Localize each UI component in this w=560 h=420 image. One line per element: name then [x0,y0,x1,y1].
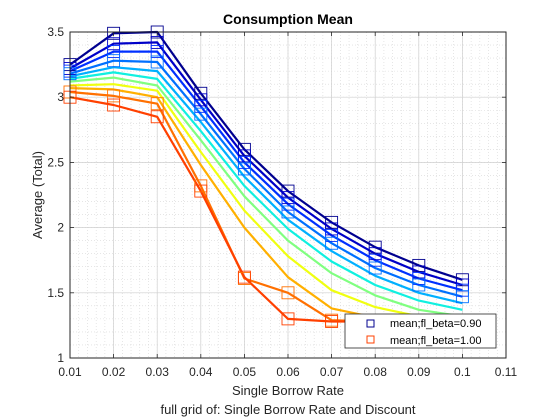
series-line-4 [69,59,463,298]
series-marker-3 [325,228,339,242]
series-marker-3 [412,272,426,285]
series-marker-4 [281,205,295,219]
y-tick-labels: 1 1.5 2 2.5 3 3.5 [47,25,64,365]
series-line-5 [69,66,463,305]
legend-marker-2 [366,335,375,344]
series-marker-3 [237,155,251,169]
series-line-7 [69,76,463,318]
series-marker-2 [237,149,251,163]
series-marker-1 [194,86,208,100]
series-line-2 [69,41,463,287]
y-tick-label: 2 [57,221,64,235]
series-marker-4 [325,236,339,250]
series-marker-4 [237,162,251,176]
series-marker-10 [281,286,295,300]
series-marker-3 [150,45,164,59]
series-marker-11 [281,312,295,326]
series-marker-2 [412,265,426,279]
series-marker-11 [194,184,208,198]
x-tick-label: 0.09 [407,365,431,379]
series-marker-11 [237,270,251,284]
x-tick-label: 0.05 [233,365,257,379]
y-tick-label: 1 [57,351,64,365]
series-line-6 [69,71,463,311]
x-axis-label: Single Borrow Rate [232,383,344,398]
series-marker-2 [281,191,295,205]
x-tick-label: 0.08 [364,365,388,379]
y-tick-label: 2.5 [47,155,64,169]
x-tick-label: 0.04 [189,365,213,379]
series-marker-4 [412,278,426,292]
chart-title: Consumption Mean [223,11,353,27]
y-tick-label: 3 [57,90,64,104]
series-marker-11 [325,315,339,328]
x-tick-label: 0.11 [495,365,518,379]
series-marker-1 [412,258,426,272]
legend: mean;fl_beta=0.90 mean;fl_beta=1.00 [344,313,497,349]
series-marker-2 [150,35,164,49]
x-tick-label: 0.03 [146,365,170,379]
series-marker-3 [194,99,208,113]
series-marker-4 [150,55,164,69]
x-tick-label: 0.07 [320,365,344,379]
series-marker-2 [325,222,339,236]
x-tick-label: 0.06 [276,365,300,379]
x-tick-label: 0.02 [102,365,126,379]
ticks [69,31,507,359]
series-line-8 [69,83,463,322]
series-marker-10 [150,97,164,111]
y-tick-label: 1.5 [47,286,64,300]
series-marker-11 [150,110,164,124]
legend-marker-1 [366,319,375,328]
series-marker-1 [237,142,251,156]
series-marker-3 [455,283,469,297]
legend-entry-1: mean;fl_beta=0.90 [390,318,481,330]
series-marker-4 [368,261,382,275]
series-marker-1 [107,26,121,40]
series-marker-3 [281,197,295,211]
x-tick-label: 0.1 [454,365,471,379]
series-line-1 [69,30,463,281]
series-marker-4 [455,290,469,304]
series-marker-1 [325,215,339,229]
series-marker-10 [107,89,121,103]
series-line-3 [69,50,463,292]
series-marker-2 [368,247,382,261]
series-marker-1 [281,184,295,198]
x-axis-subtitle: full grid of: Single Borrow Rate and Dis… [160,402,415,417]
y-axis-label: Average (Total) [30,151,45,239]
series-marker-11 [107,98,121,112]
x-tick-labels: 0.01 0.02 0.03 0.04 0.05 0.06 0.07 0.08 0.09 0.1 0… [58,365,517,379]
series-marker-4 [107,54,121,68]
series-marker-3 [368,253,382,267]
series-marker-1 [368,240,382,254]
x-tick-label: 0.01 [58,365,82,379]
series-marker-3 [107,45,121,59]
y-tick-label: 3.5 [47,25,64,39]
series-marker-2 [107,37,121,51]
legend-entry-2: mean;fl_beta=1.00 [390,335,481,347]
series-marker-2 [194,93,208,107]
series-marker-4 [194,107,208,121]
